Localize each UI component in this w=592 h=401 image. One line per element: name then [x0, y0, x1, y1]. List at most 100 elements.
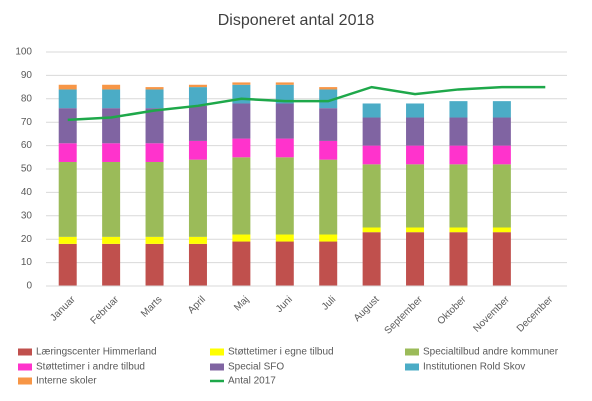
legend-label: Støttetimer i andre tilbud — [36, 362, 145, 373]
bar-segment — [145, 87, 164, 90]
bar-segment — [449, 164, 468, 228]
legend-label: Støttetimer i egne tilbud — [228, 347, 334, 358]
legend-swatch — [18, 348, 32, 356]
bar-segment — [145, 89, 164, 109]
bar-segment — [362, 227, 381, 233]
legend-swatch — [210, 348, 224, 356]
x-tick-label: April — [186, 294, 208, 316]
bar-segment — [492, 227, 511, 233]
y-tick-label: 100 — [15, 47, 32, 58]
bar-segment — [275, 84, 294, 104]
bar-segment — [188, 243, 207, 286]
bar-segment — [275, 234, 294, 242]
bar-segment — [58, 243, 77, 286]
y-tick-label: 90 — [21, 70, 33, 81]
y-tick-label: 70 — [21, 117, 33, 128]
bar-segment — [449, 227, 468, 233]
bar-segment — [319, 89, 338, 109]
bar-segment — [232, 103, 251, 139]
bar-segment — [275, 138, 294, 158]
bar-segment — [449, 145, 468, 165]
bar-segment — [449, 101, 468, 118]
bar-segment — [406, 232, 425, 286]
bar-segment — [58, 143, 77, 162]
bar-segment — [319, 140, 338, 160]
bar-segment — [319, 87, 338, 90]
x-tick-label: August — [352, 294, 382, 324]
legend-swatch — [18, 377, 32, 385]
bar-segment — [319, 241, 338, 286]
x-tick-label: Juli — [320, 294, 338, 312]
bar-segment — [188, 236, 207, 244]
chart-title: Disponeret antal 2018 — [218, 12, 375, 29]
y-tick-label: 20 — [21, 234, 33, 245]
y-tick-label: 60 — [21, 140, 33, 151]
legend-swatch — [405, 348, 419, 356]
bar-segment — [58, 161, 77, 237]
bar-segment — [188, 84, 207, 88]
legend-label: Antal 2017 — [228, 376, 276, 387]
y-tick-label: 10 — [21, 257, 33, 268]
legend-label: Special SFO — [228, 362, 284, 373]
x-tick-label: Marts — [139, 294, 164, 319]
bar-segment — [145, 108, 164, 144]
bar-segment — [58, 108, 77, 144]
bar-segment — [319, 108, 338, 141]
x-tick-label: Maj — [232, 294, 251, 313]
x-tick-label: Februar — [89, 294, 122, 327]
bar-segment — [406, 227, 425, 233]
bar-segment — [102, 143, 121, 162]
legend-label: Institutionen Rold Skov — [423, 362, 525, 373]
bar-segment — [145, 161, 164, 237]
bar-segment — [102, 236, 121, 244]
bar-segment — [362, 232, 381, 286]
line — [67, 85, 546, 122]
bar-segment — [145, 236, 164, 244]
legend-swatch — [18, 363, 32, 371]
bar-segment — [232, 241, 251, 286]
x-tick-label: Oktober — [436, 294, 469, 327]
bar-segment — [102, 161, 121, 237]
legend-swatch — [405, 363, 419, 371]
bar-segment — [188, 140, 207, 160]
bar-segment — [58, 89, 77, 109]
bar-segment — [492, 101, 511, 118]
x-tick-label: September — [383, 294, 426, 337]
bar-segment — [275, 241, 294, 286]
x-tick-label: November — [471, 294, 512, 335]
bar-segment — [406, 145, 425, 165]
y-tick-label: 50 — [21, 164, 33, 175]
bar-segment — [492, 164, 511, 228]
bar-segment — [58, 236, 77, 244]
bar-segment — [449, 117, 468, 146]
bar-segment — [362, 164, 381, 228]
bar-segment — [406, 117, 425, 146]
bar-segment — [145, 143, 164, 162]
bar-segment — [449, 232, 468, 286]
bar-segment — [232, 234, 251, 242]
y-tick-label: 0 — [26, 281, 32, 292]
x-tick-label: Juni — [274, 294, 295, 315]
bar-segment — [362, 145, 381, 165]
x-tick-label: December — [515, 294, 556, 335]
bar-segment — [145, 243, 164, 286]
bar-segment — [492, 145, 511, 165]
bar-segment — [362, 117, 381, 146]
bar-segment — [319, 234, 338, 242]
bar-segment — [406, 103, 425, 118]
bar-segment — [232, 138, 251, 158]
bar-segment — [232, 157, 251, 235]
y-tick-label: 30 — [21, 210, 33, 221]
legend-swatch — [210, 363, 224, 371]
bar-segment — [319, 159, 338, 235]
bar-segment — [492, 117, 511, 146]
x-tick-label: Januar — [48, 294, 78, 324]
bar-segment — [275, 103, 294, 139]
bar-segment — [58, 84, 77, 90]
legend-label: Interne skoler — [36, 376, 97, 387]
legend-label: Specialtilbud andre kommuner — [423, 347, 559, 358]
bar-segment — [188, 105, 207, 141]
bar-segment — [275, 82, 294, 85]
bar-segment — [406, 164, 425, 228]
